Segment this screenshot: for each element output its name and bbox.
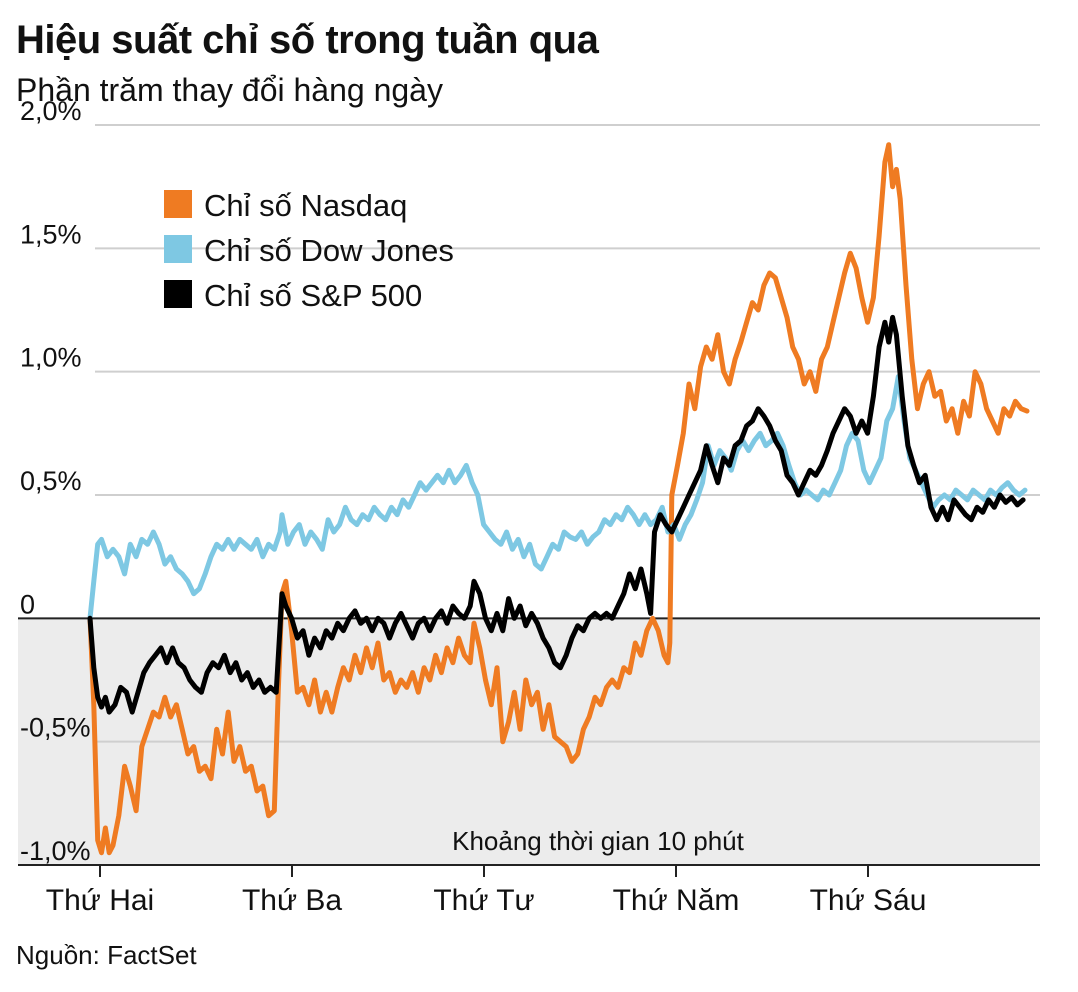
interval-annotation: Khoảng thời gian 10 phút xyxy=(452,826,745,856)
series-lines xyxy=(87,142,1030,856)
series-line xyxy=(87,374,1028,621)
x-axis: Thứ Hai Thứ Ba Thứ Tư Thứ Năm Thứ Sáu xyxy=(18,864,1040,917)
y-tick-label: 0 xyxy=(20,589,35,619)
legend: Chỉ số Nasdaq Chỉ số Dow Jones Chỉ số S&P … xyxy=(164,188,454,313)
x-tick-label: Thứ Sáu xyxy=(810,884,927,917)
series-line xyxy=(87,314,1026,715)
legend-swatch xyxy=(164,280,192,308)
y-tick-label: -1,0% xyxy=(20,836,91,866)
y-axis-ticks: 2,0% 1,5% 1,0% 0,5% 0 -0,5% -1,0% xyxy=(20,96,91,866)
source-note: Nguồn: FactSet xyxy=(16,940,197,970)
y-tick-label: 1,0% xyxy=(20,343,82,373)
legend-label: Chỉ số S&P 500 xyxy=(204,278,422,313)
x-tick-label: Thứ Năm xyxy=(613,884,740,917)
x-tick-label: Thứ Ba xyxy=(242,884,342,917)
y-tick-label: 1,5% xyxy=(20,219,82,249)
legend-label: Chỉ số Nasdaq xyxy=(204,188,407,223)
x-tick-label: Thứ Tư xyxy=(433,884,534,917)
x-tick-label: Thứ Hai xyxy=(46,884,154,917)
y-tick-label: 2,0% xyxy=(20,96,82,126)
legend-label: Chỉ số Dow Jones xyxy=(204,233,454,268)
legend-swatch xyxy=(164,190,192,218)
chart-subtitle: Phần trăm thay đổi hàng ngày xyxy=(16,72,443,108)
chart-title: Hiệu suất chỉ số trong tuần qua xyxy=(16,18,599,62)
y-tick-label: -0,5% xyxy=(20,713,91,743)
series-line xyxy=(87,142,1030,856)
y-tick-label: 0,5% xyxy=(20,466,82,496)
legend-swatch xyxy=(164,235,192,263)
